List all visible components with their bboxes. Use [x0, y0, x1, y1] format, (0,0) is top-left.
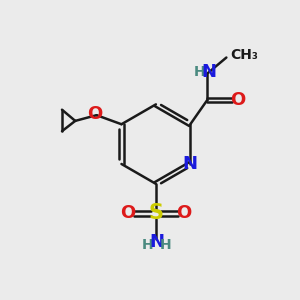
Text: O: O [176, 204, 191, 222]
Text: N: N [183, 155, 198, 173]
Text: O: O [88, 105, 103, 123]
Text: H: H [142, 238, 154, 252]
Text: H: H [194, 65, 205, 79]
Text: N: N [149, 232, 164, 250]
Text: O: O [120, 204, 136, 222]
Text: S: S [148, 203, 164, 223]
Text: N: N [202, 63, 217, 81]
Text: H: H [160, 238, 171, 252]
Text: CH₃: CH₃ [230, 48, 258, 62]
Text: O: O [230, 91, 245, 109]
